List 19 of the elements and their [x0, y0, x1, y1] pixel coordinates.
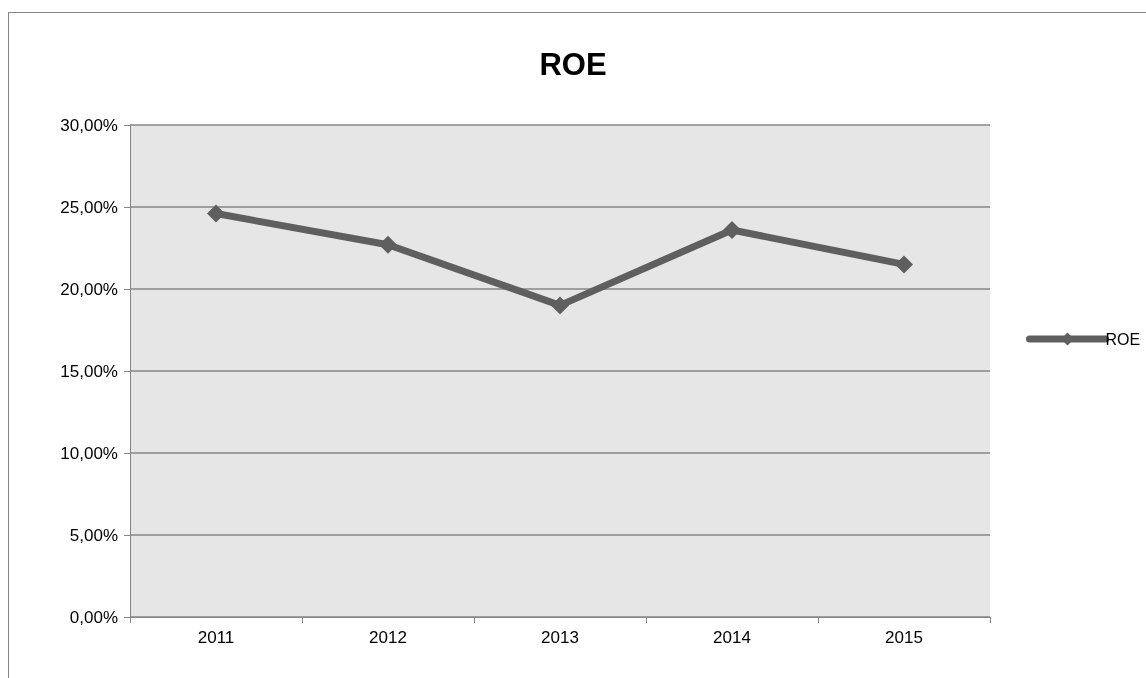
y-tick-label: 5,00% — [69, 525, 118, 545]
point — [895, 255, 913, 274]
point — [723, 220, 741, 239]
x-tick-label: 2012 — [369, 628, 407, 647]
x-tick-label: 2014 — [713, 628, 751, 647]
point — [379, 235, 397, 254]
legend-label: ROE — [1105, 330, 1141, 348]
y-tick-label: 30,00% — [60, 115, 118, 135]
y-tick-label: 15,00% — [60, 361, 118, 381]
point — [207, 204, 225, 223]
y-tick-label: 25,00% — [60, 197, 118, 217]
x-tick-label: 2013 — [541, 628, 579, 647]
x-tick-label: 2015 — [885, 628, 923, 647]
chart-title: ROE — [539, 47, 607, 82]
point — [551, 296, 569, 315]
y-tick-label: 10,00% — [60, 443, 118, 463]
y-tick-label: 20,00% — [60, 279, 118, 299]
y-tick-label: 0,00% — [69, 607, 118, 627]
x-tick-label: 2011 — [197, 628, 235, 647]
